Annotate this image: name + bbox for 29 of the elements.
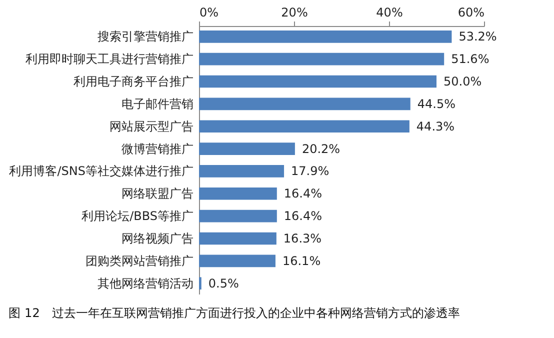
data-label: 16.1% xyxy=(282,254,321,268)
y-tick-label: 网络联盟广告 xyxy=(122,186,194,201)
data-label: 17.9% xyxy=(291,164,330,178)
y-tick-label: 团购类网站营销推广 xyxy=(86,254,194,268)
x-tick-label: 0% xyxy=(200,6,219,20)
data-label: 20.2% xyxy=(302,142,340,156)
data-label: 53.2% xyxy=(458,30,497,44)
y-tick-label: 电子邮件营销 xyxy=(122,96,194,111)
data-label: 16.4% xyxy=(284,186,322,201)
data-label: 0.5% xyxy=(208,276,239,290)
y-tick-label: 利用博客/SNS等社交媒体进行推广 xyxy=(9,164,194,178)
x-tick-label: 60% xyxy=(458,6,484,20)
data-label: 51.6% xyxy=(451,52,490,66)
y-tick-label: 利用论坛/BBS等推广 xyxy=(82,209,194,224)
data-label: 44.3% xyxy=(416,119,455,134)
data-label: 16.3% xyxy=(283,231,322,246)
data-label: 16.4% xyxy=(284,209,322,224)
caption: 图 12 过去一年在互联网营销推广方面进行投入的企业中各种网络营销方式的渗透率 xyxy=(8,306,460,320)
data-label: 44.5% xyxy=(417,96,456,111)
y-tick-label: 搜索引擎营销推广 xyxy=(98,30,194,44)
y-tick-label: 利用电子商务平台推广 xyxy=(74,74,194,89)
y-tick-label: 微博营销推广 xyxy=(122,142,194,156)
y-tick-label: 网络视频广告 xyxy=(122,231,194,246)
y-tick-label: 网站展示型广告 xyxy=(110,119,194,134)
data-label: 50.0% xyxy=(444,74,482,89)
y-tick-label: 其他网络营销活动 xyxy=(98,276,194,290)
y-tick-label: 利用即时聊天工具进行营销推广 xyxy=(26,52,194,66)
x-tick-label: 20% xyxy=(281,6,308,20)
x-tick-label: 40% xyxy=(376,6,403,20)
